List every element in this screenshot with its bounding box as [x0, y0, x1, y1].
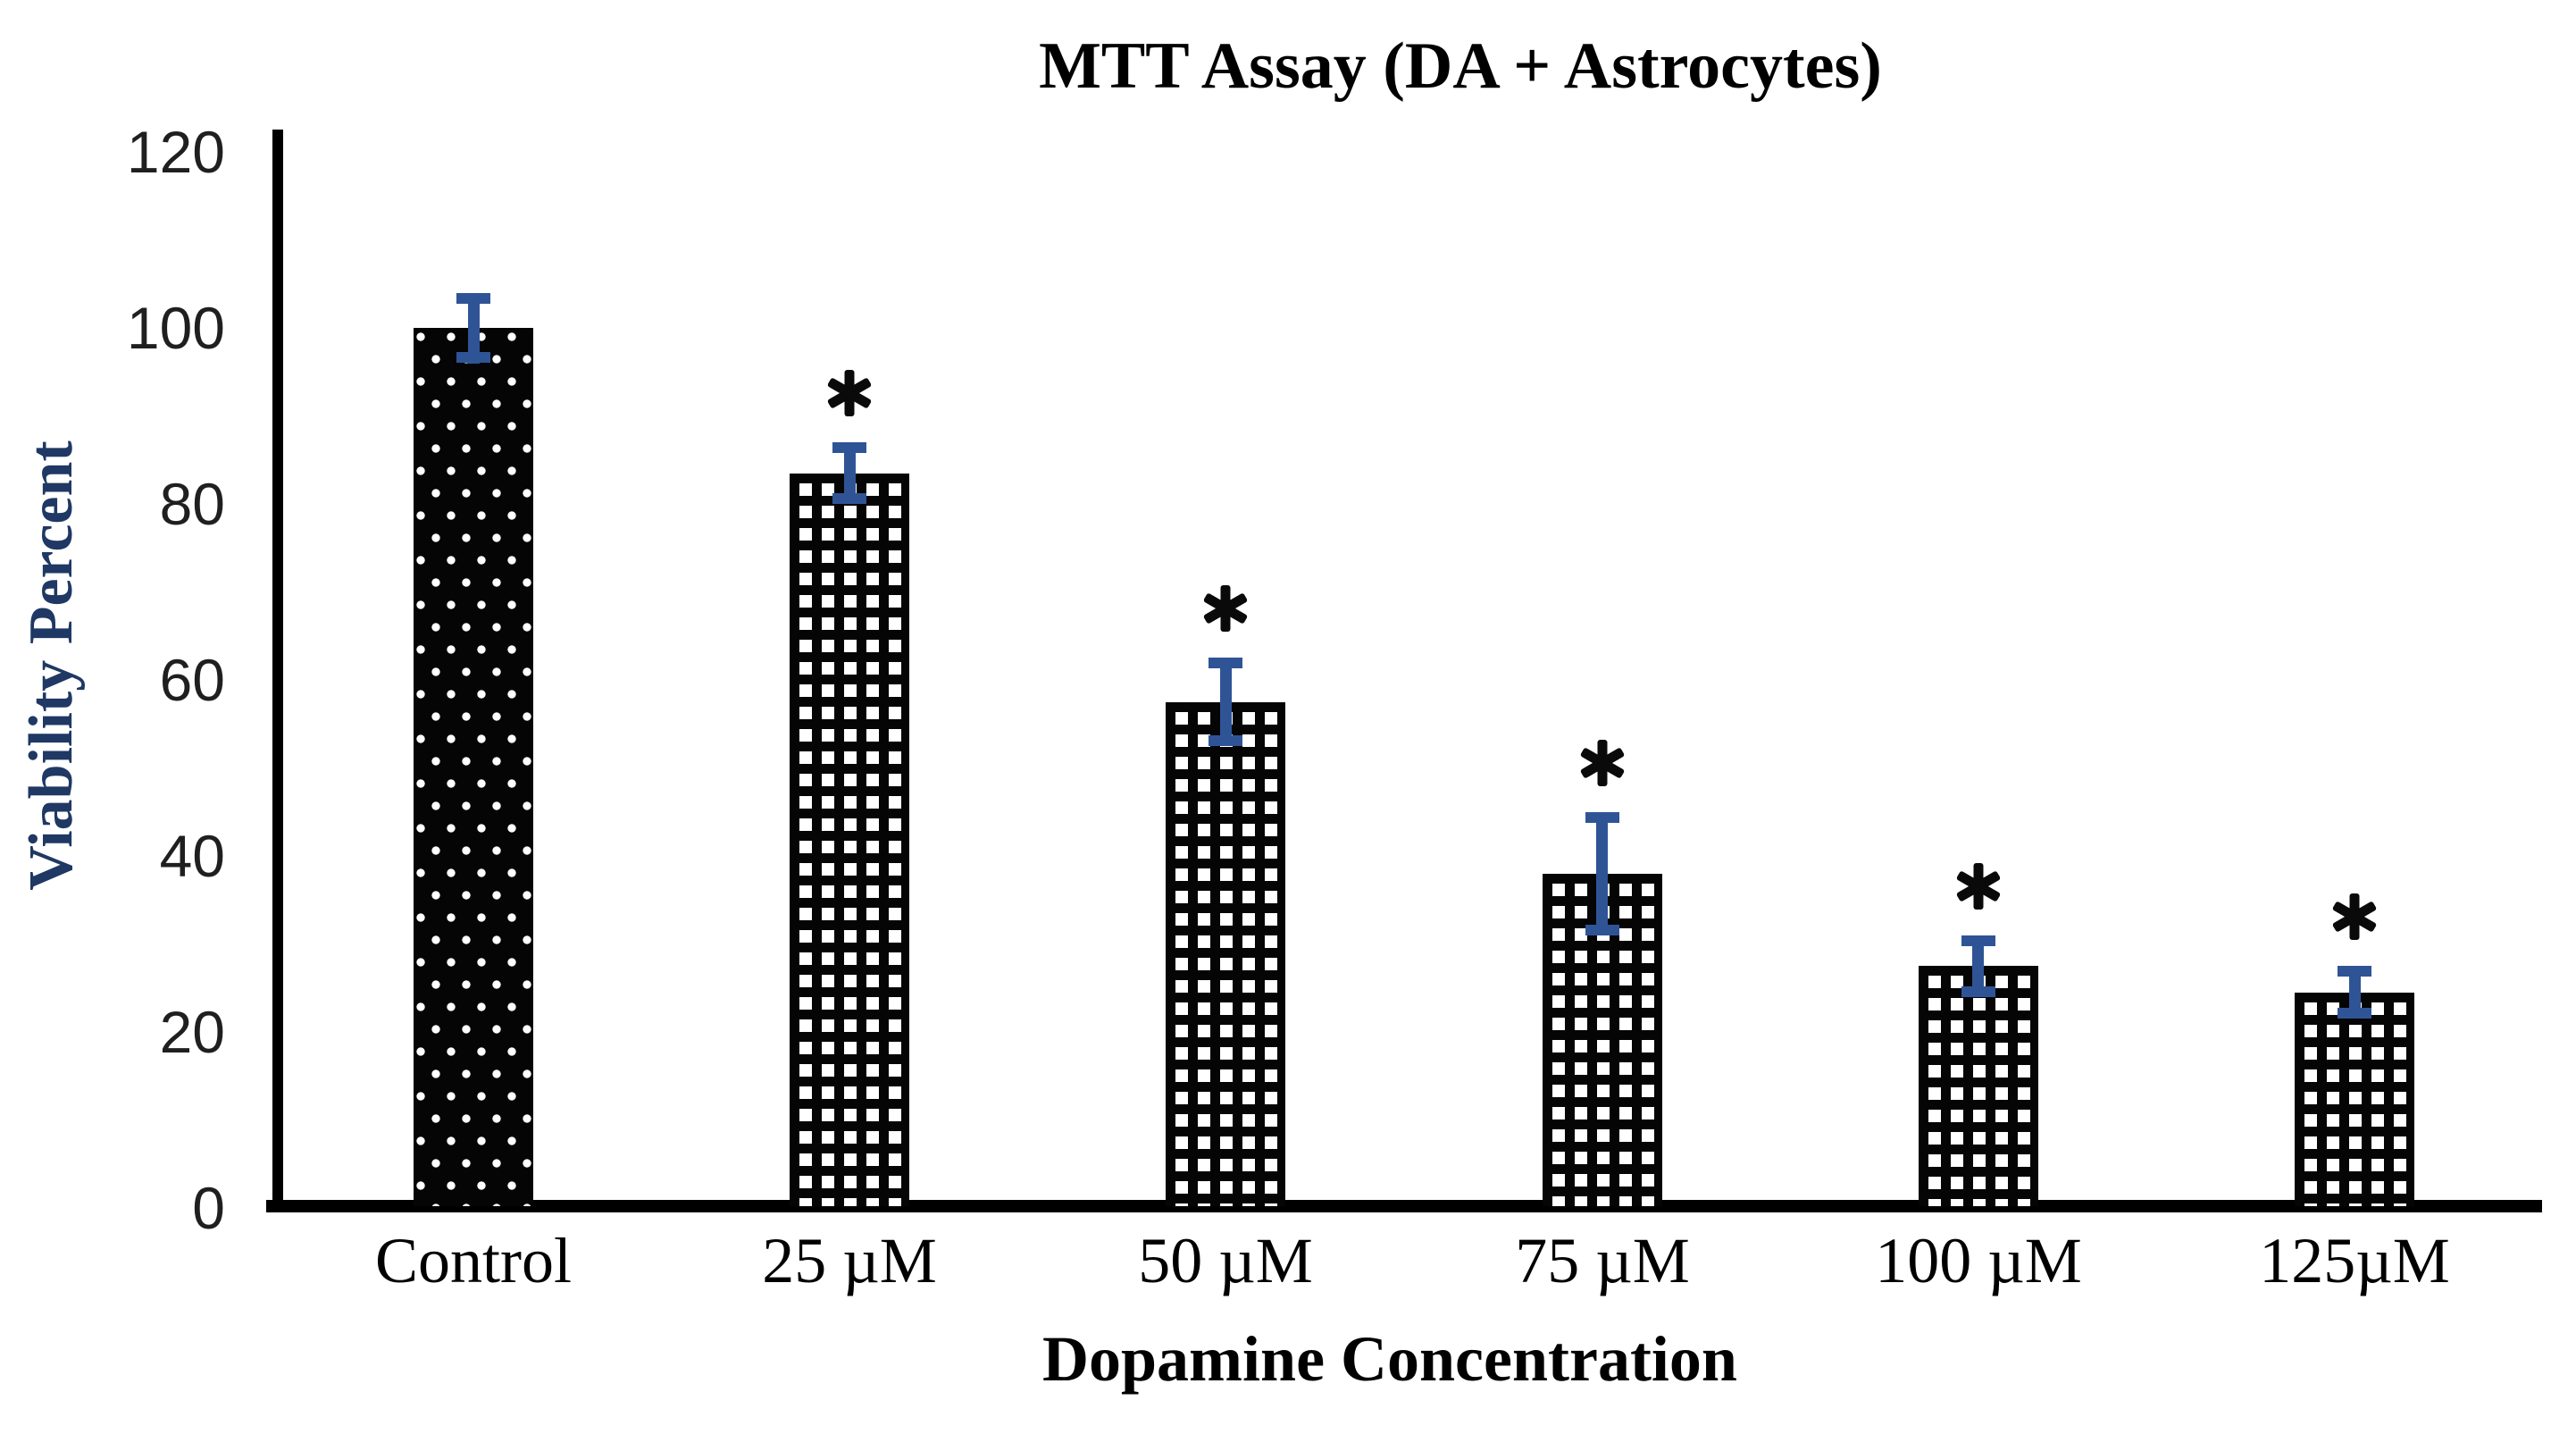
y-tick-label: 80 — [159, 471, 225, 537]
x-tick-label: 100 µM — [1875, 1225, 2082, 1296]
significance-asterisk — [1578, 739, 1627, 787]
error-bar-bottom-cap — [2338, 1008, 2371, 1019]
significance-asterisk — [2330, 893, 2379, 941]
error-bar-bottom-cap — [1961, 986, 1995, 997]
y-tick-label: 20 — [159, 999, 225, 1065]
error-bar-top-cap — [1209, 658, 1242, 668]
bar-25-m — [790, 474, 909, 1206]
x-tick-label: 125µM — [2259, 1225, 2450, 1296]
error-bar-top-cap — [1961, 935, 1995, 946]
x-tick-label: 50 µM — [1138, 1225, 1313, 1296]
bar-100-m — [1919, 966, 2038, 1206]
y-tick-label: 0 — [192, 1175, 225, 1241]
error-bar-bottom-cap — [832, 493, 866, 504]
y-tick-label: 40 — [159, 823, 225, 889]
error-bar-stem — [1220, 658, 1232, 746]
error-bar-stem — [1596, 812, 1608, 935]
significance-asterisk — [1201, 584, 1250, 633]
chart-title: MTT Assay (DA + Astrocytes) — [1039, 29, 1882, 103]
significance-asterisk — [1954, 862, 2003, 910]
error-bar-bottom-cap — [1585, 925, 1619, 935]
x-axis-line — [266, 1200, 2542, 1212]
error-bar-bottom-cap — [1209, 735, 1242, 746]
x-tick-label: Control — [374, 1225, 572, 1296]
bar-50-m — [1166, 702, 1285, 1206]
y-tick-label: 100 — [126, 295, 225, 361]
error-bar-top-cap — [456, 293, 490, 304]
y-tick-label: 60 — [159, 647, 225, 713]
error-bar-bottom-cap — [456, 352, 490, 363]
y-tick-label: 120 — [126, 119, 225, 185]
x-axis-title: Dopamine Concentration — [1042, 1323, 1737, 1395]
significance-asterisk — [825, 369, 874, 417]
x-tick-label: 25 µM — [762, 1225, 937, 1296]
bar-125-m — [2295, 993, 2414, 1206]
y-axis-line — [272, 130, 283, 1212]
error-bar-stem — [468, 293, 480, 364]
error-bar-top-cap — [1585, 812, 1619, 823]
error-bar-stem — [844, 442, 856, 504]
x-tick-label: 75 µM — [1515, 1225, 1690, 1296]
error-bar-top-cap — [2338, 966, 2371, 977]
error-bar-top-cap — [832, 442, 866, 453]
bar-control — [414, 328, 533, 1206]
error-bar-stem — [2349, 966, 2361, 1019]
error-bar-stem — [1972, 935, 1984, 997]
